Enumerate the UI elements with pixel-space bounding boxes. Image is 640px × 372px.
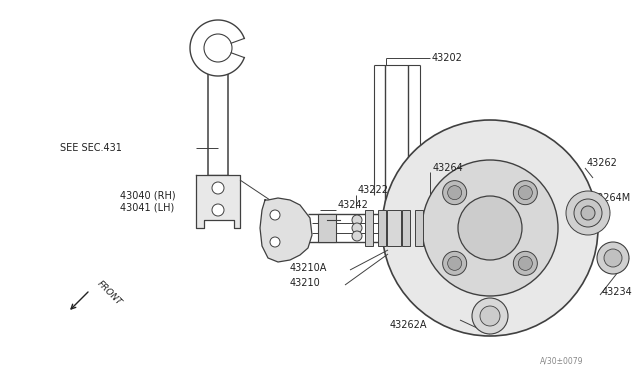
Circle shape: [447, 186, 461, 200]
Circle shape: [447, 256, 461, 270]
Bar: [365, 210, 373, 246]
Circle shape: [472, 298, 508, 334]
Polygon shape: [196, 175, 240, 228]
Text: 43210: 43210: [290, 278, 321, 288]
Text: 43040 (RH): 43040 (RH): [120, 190, 175, 200]
Text: 43264M: 43264M: [592, 193, 631, 203]
Text: A/30±0079: A/30±0079: [540, 356, 584, 365]
Text: 43210A: 43210A: [290, 263, 328, 273]
Circle shape: [352, 215, 362, 225]
Circle shape: [443, 181, 467, 205]
Circle shape: [581, 206, 595, 220]
Circle shape: [513, 251, 538, 275]
Circle shape: [443, 251, 467, 275]
Circle shape: [270, 237, 280, 247]
Text: 43264: 43264: [433, 163, 464, 173]
Text: 43202: 43202: [432, 53, 463, 63]
Circle shape: [458, 196, 522, 260]
Bar: [387, 210, 401, 246]
Bar: [402, 210, 410, 246]
Text: 43222: 43222: [358, 185, 389, 195]
Text: 43242: 43242: [338, 200, 369, 210]
Circle shape: [574, 199, 602, 227]
Circle shape: [422, 160, 558, 296]
Bar: [415, 210, 423, 246]
Circle shape: [212, 182, 224, 194]
Bar: [378, 210, 386, 246]
Text: FRONT: FRONT: [95, 279, 123, 307]
Circle shape: [518, 256, 532, 270]
Circle shape: [212, 204, 224, 216]
Circle shape: [382, 120, 598, 336]
Circle shape: [518, 186, 532, 200]
Circle shape: [513, 181, 538, 205]
Circle shape: [270, 210, 280, 220]
Text: 43041 (LH): 43041 (LH): [120, 202, 174, 212]
Text: 43234: 43234: [602, 287, 633, 297]
Polygon shape: [260, 198, 312, 262]
Text: 43262: 43262: [587, 158, 618, 168]
Text: SEE SEC.431: SEE SEC.431: [60, 143, 122, 153]
Circle shape: [480, 306, 500, 326]
Circle shape: [352, 223, 362, 233]
Circle shape: [604, 249, 622, 267]
Circle shape: [566, 191, 610, 235]
Circle shape: [597, 242, 629, 274]
Bar: [318, 214, 336, 242]
Text: 43262A: 43262A: [390, 320, 428, 330]
Circle shape: [352, 231, 362, 241]
